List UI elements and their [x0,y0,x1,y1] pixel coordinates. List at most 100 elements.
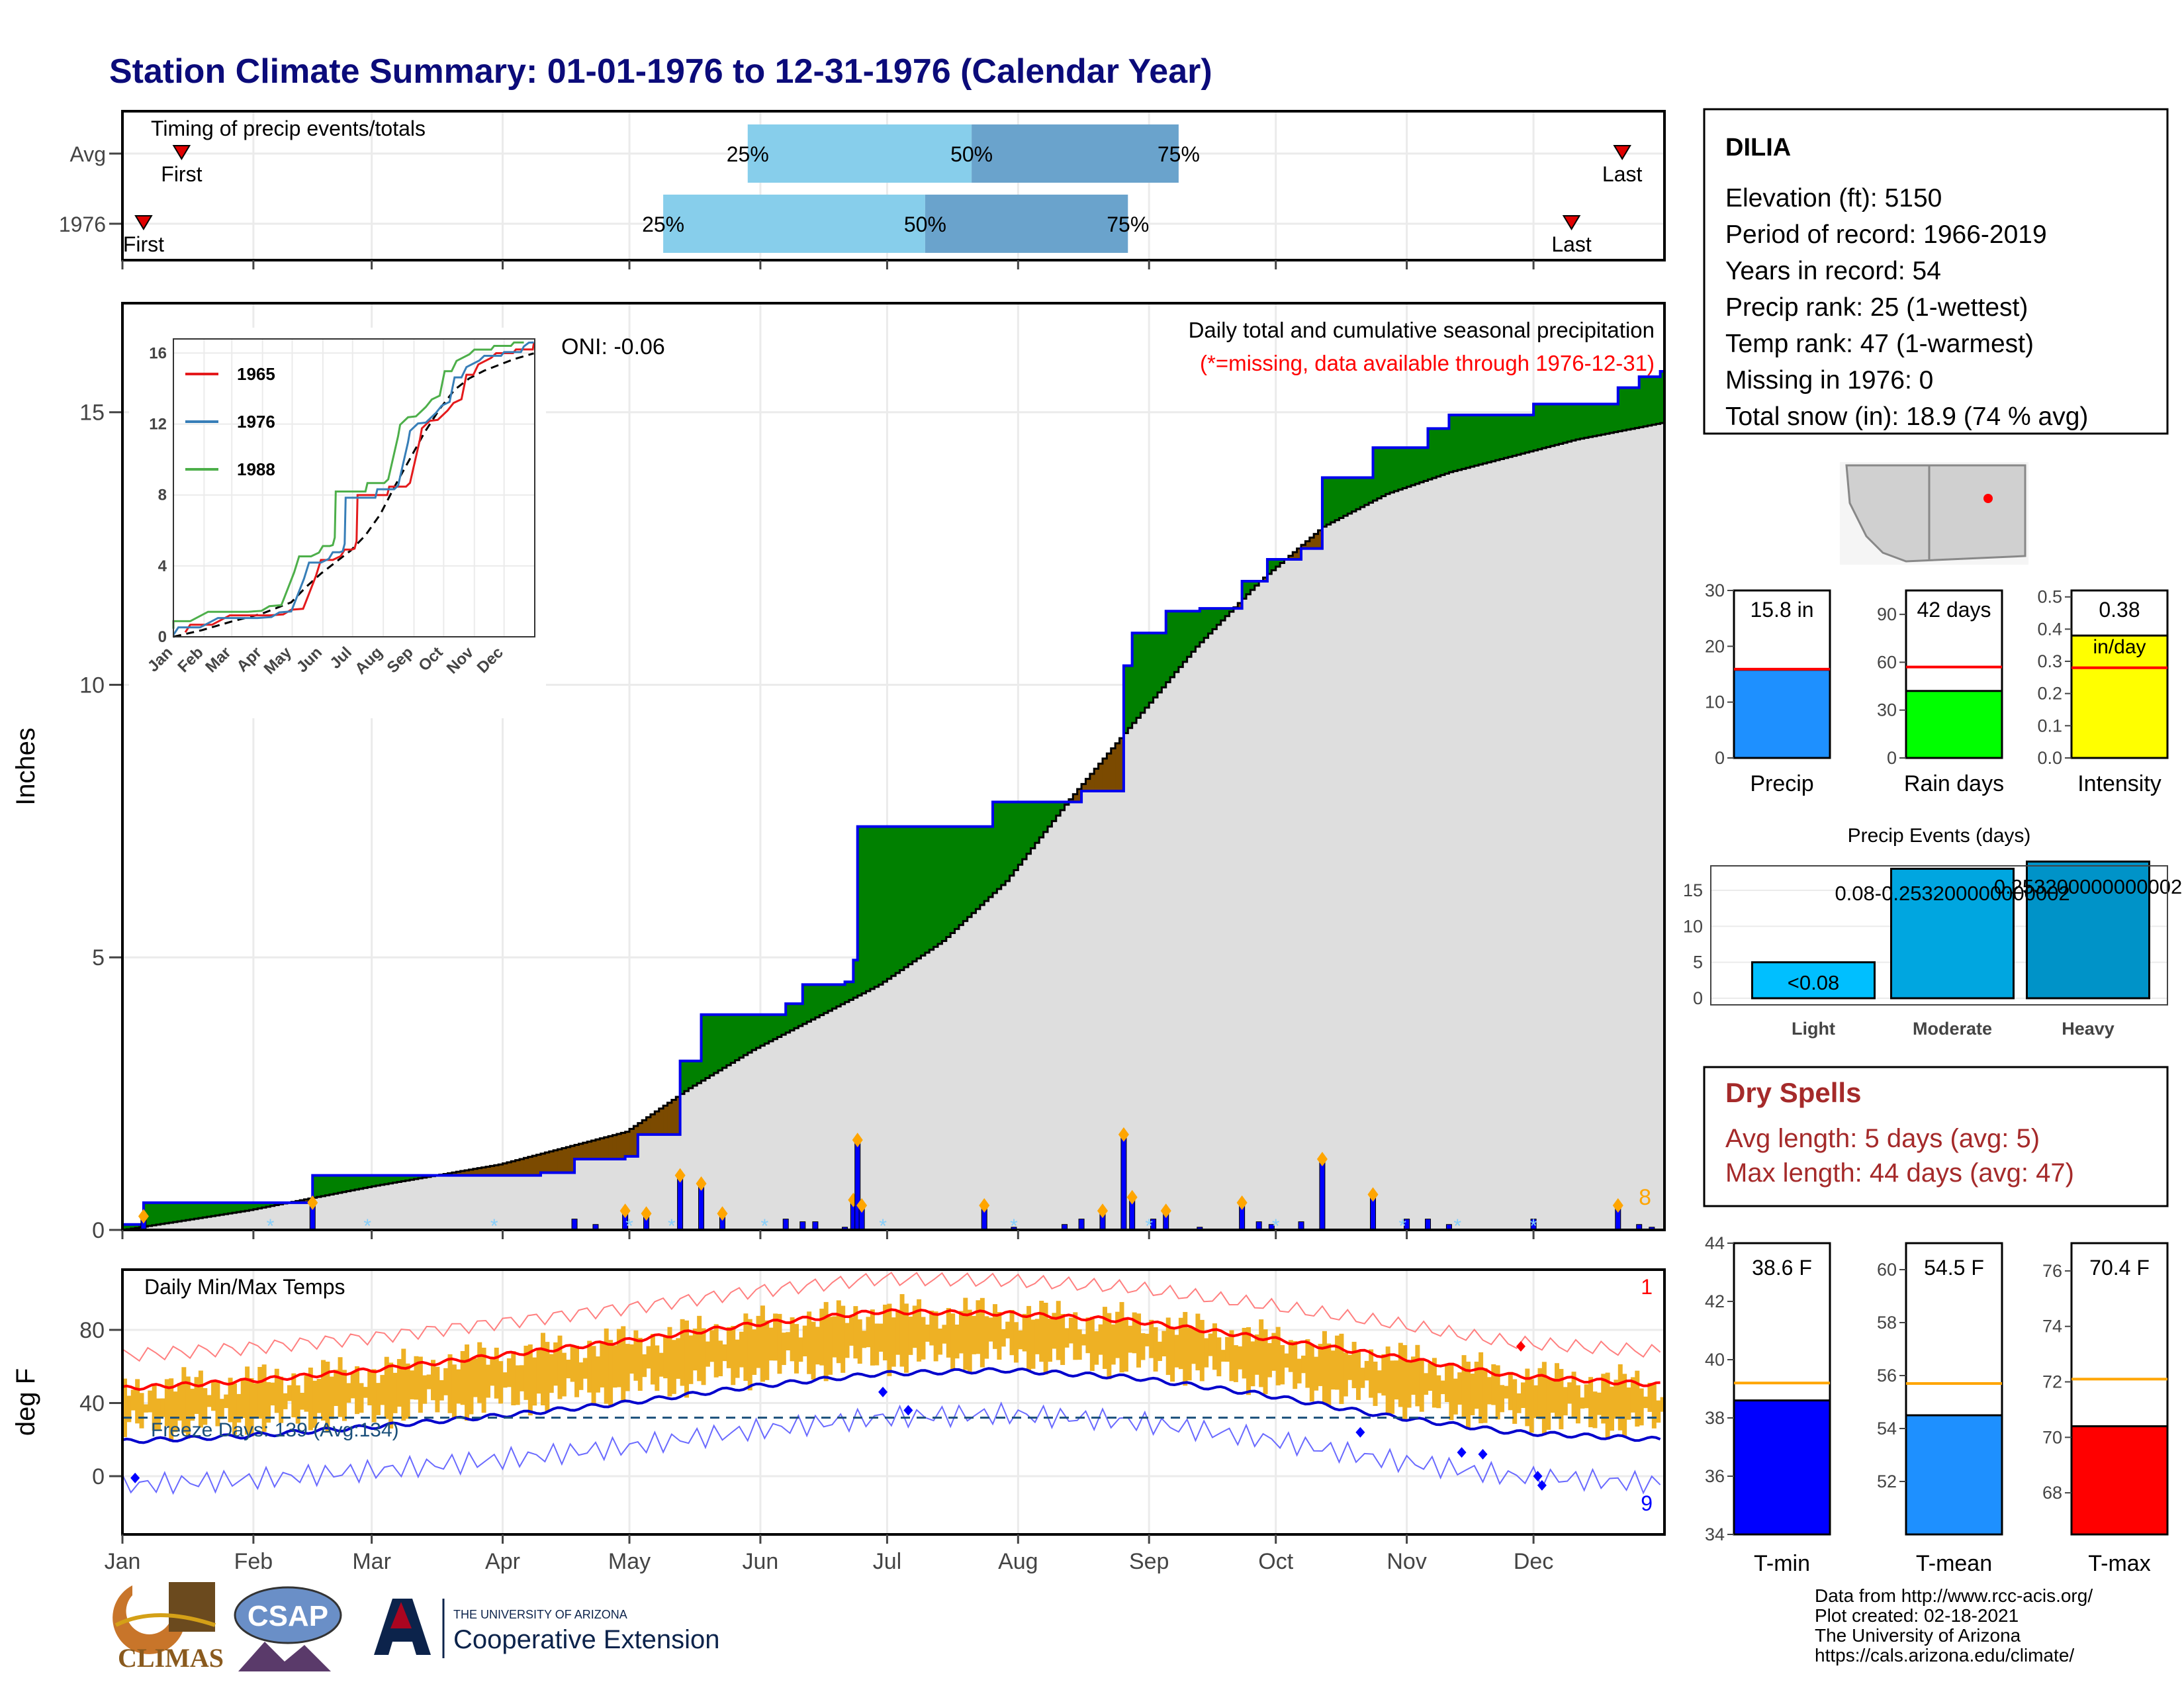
above-average-fill [950,826,956,933]
above-average-fill [1440,428,1445,475]
daily-temp-bar [663,1335,668,1379]
above-average-fill [1537,404,1543,449]
cumulative-gray-fill [1132,723,1137,1230]
summary-ytick-label: 30 [1705,581,1725,600]
daily-temp-bar [1183,1311,1188,1386]
daily-temp-bar [798,1337,803,1362]
cumulative-gray-fill [1199,642,1205,1230]
cumulative-gray-fill [557,1172,563,1230]
station-line: Temp rank: 47 (1-warmest) [1725,330,2034,358]
below-average-fill [676,1097,681,1135]
daily-temp-bar [465,1344,470,1421]
cumulative-gray-fill [993,893,997,1230]
below-average-fill [561,1148,567,1173]
above-average-fill [1034,802,1040,843]
above-average-fill [1351,477,1357,512]
timing-25-label: 25% [727,142,769,166]
temp-corner-bottom: 9 [1641,1491,1653,1515]
daily-temp-bar [1246,1327,1251,1395]
above-average-fill [1123,665,1128,733]
daily-temp-bar [312,1380,318,1428]
inset-ytick-label: 16 [149,344,167,362]
daily-temp-bar [135,1379,140,1424]
below-average-fill [582,1143,588,1159]
map-region [1845,464,2026,563]
above-average-fill [1529,414,1534,451]
month-label: Feb [234,1549,273,1574]
daily-temp-bar [1377,1370,1382,1393]
cumulative-gray-fill [363,1188,368,1230]
daily-temp-bar [1309,1344,1314,1402]
cumulative-gray-fill [903,967,909,1230]
daily-temp-bar [211,1380,216,1411]
daily-temp-bar [688,1335,694,1384]
station-line: Missing in 1976: 0 [1725,366,1933,395]
daily-temp-bar [823,1301,829,1382]
daily-temp-bar [1326,1343,1332,1407]
cumulative-gray-fill [1271,570,1277,1230]
timing-bar-50-75 [925,195,1128,253]
cumulative-gray-fill [1250,590,1255,1230]
above-average-fill [1415,447,1420,484]
snow-marker: * [1272,1215,1280,1237]
cumulative-gray-fill [1085,791,1091,1230]
cumulative-gray-fill [570,1172,575,1230]
cumulative-gray-fill [1212,629,1217,1230]
cumulative-gray-fill [697,1083,702,1230]
daily-temp-bar [595,1356,600,1393]
above-average-fill [844,982,850,1002]
above-average-fill [1419,447,1424,483]
cumulative-gray-fill [997,889,1002,1230]
daily-temp-bar [1512,1379,1518,1424]
below-average-fill [629,1129,635,1156]
cumulative-gray-fill [764,1043,770,1230]
cumulative-gray-fill [1563,442,1568,1231]
cumulative-gray-fill [1115,791,1120,1230]
event-marker [717,1206,728,1221]
daily-precip-bar [1425,1219,1432,1231]
above-average-fill [848,982,854,1000]
temp-bar-ytick-label: 54 [1877,1419,1897,1438]
above-average-fill [1360,477,1365,507]
month-label: Apr [485,1549,520,1574]
daily-temp-bar [1474,1362,1479,1409]
oni-label: ONI: -0.06 [561,334,665,359]
above-average-fill [1445,428,1450,474]
above-average-fill [1428,428,1433,480]
daily-temp-bar [181,1367,187,1433]
cumulative-gray-fill [739,1057,744,1230]
above-average-fill [1601,404,1606,435]
cumulative-gray-fill [819,1015,825,1230]
temp-bar-t-mean [1905,1414,2003,1536]
daily-temp-bar [963,1297,968,1370]
cumulative-gray-fill [756,1047,761,1230]
cumulative-gray-fill [1617,431,1623,1230]
temperature-panel: 0 40 80 deg F Daily Min/Max Temps Freeze Days… [11,1268,1666,1536]
daily-temp-bar [841,1305,846,1373]
daily-temp-bar [1250,1341,1255,1387]
summary-ytick-label: 0.2 [2037,684,2062,704]
inset-background [129,328,546,718]
temperature-bar-charts: 34 36 38 40 42 44 38.6 F T-min 52 54 56 58 60 54.5 F T… [1705,1233,2169,1576]
above-average-fill [1614,404,1619,432]
below-average-fill [587,1141,592,1159]
above-average-fill [853,960,858,998]
cumulative-gray-fill [625,1156,630,1230]
cumulative-gray-fill [1482,463,1488,1230]
daily-temp-bar [532,1357,537,1406]
events-bar-label: <0.08 [1788,971,1839,994]
daily-temp-bar [659,1352,664,1377]
cumulative-gray-fill [1297,559,1302,1230]
cumulative-gray-fill [1377,498,1382,1231]
cumulative-gray-fill [198,1218,203,1230]
daily-temp-bar [1068,1317,1073,1344]
above-average-fill [891,826,896,976]
above-average-fill [887,826,892,979]
cumulative-gray-fill [1326,524,1332,1230]
cumulative-gray-fill [629,1156,635,1230]
above-average-fill [1161,633,1167,688]
below-average-fill [570,1146,575,1173]
cumulative-gray-fill [456,1175,461,1230]
below-average-fill [545,1152,550,1173]
cumulative-gray-fill [887,978,892,1230]
